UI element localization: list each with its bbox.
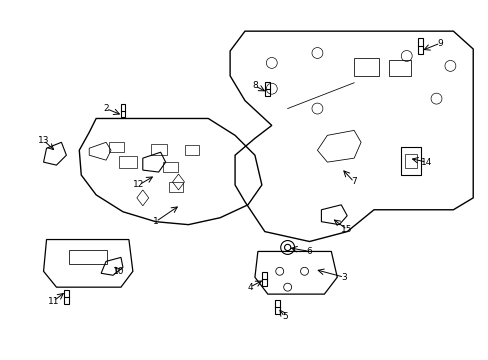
Text: 1: 1 [153, 217, 158, 226]
Bar [262, 272, 267, 286]
Text: 5: 5 [281, 312, 287, 321]
Bar [185, 145, 199, 155]
Bar [400, 147, 420, 175]
Bar [109, 142, 123, 152]
Text: 14: 14 [420, 158, 431, 167]
Text: 6: 6 [306, 247, 312, 256]
Bar [417, 38, 423, 54]
Bar [119, 156, 137, 168]
Text: 15: 15 [341, 225, 352, 234]
Text: 9: 9 [437, 39, 443, 48]
Text: 13: 13 [38, 136, 49, 145]
Text: 10: 10 [113, 267, 124, 276]
Bar [150, 144, 166, 155]
Bar [69, 251, 107, 264]
Text: 7: 7 [350, 177, 356, 186]
Bar [275, 300, 280, 314]
Bar [265, 82, 270, 96]
Text: 4: 4 [246, 283, 252, 292]
Bar [353, 58, 378, 76]
Text: 8: 8 [251, 81, 257, 90]
Bar [163, 162, 177, 172]
Bar [120, 104, 125, 117]
Text: 2: 2 [103, 104, 109, 113]
Bar [168, 182, 183, 192]
Bar [388, 60, 410, 76]
Bar [404, 154, 416, 168]
Text: 3: 3 [341, 273, 346, 282]
Text: 11: 11 [48, 297, 59, 306]
Text: 12: 12 [133, 180, 144, 189]
Bar [64, 290, 69, 304]
